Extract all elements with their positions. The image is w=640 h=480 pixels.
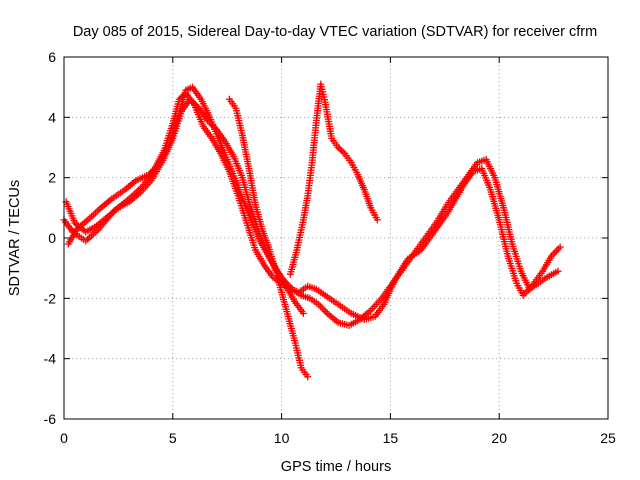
data-point — [339, 148, 347, 156]
y-tick-label: -4 — [44, 351, 57, 367]
series-track-4 — [225, 95, 312, 381]
y-tick-label: -2 — [44, 290, 57, 306]
y-tick-label: 0 — [48, 230, 56, 246]
plot-frame — [63, 56, 609, 420]
axis-ticks: 0 5 10 15 20 25 -6 -4 -2 0 2 4 6 — [44, 49, 616, 446]
grid — [64, 57, 608, 419]
x-tick-label: 10 — [274, 430, 290, 446]
x-tick-label: 5 — [169, 430, 177, 446]
data-point — [554, 267, 562, 275]
data-series — [60, 80, 564, 381]
data-point — [336, 145, 344, 153]
y-axis-label: SDTVAR / TECUs — [7, 180, 23, 296]
x-tick-label: 0 — [60, 430, 68, 446]
y-tick-label: 2 — [48, 170, 56, 186]
series-track-2 — [64, 83, 307, 317]
y-tick-label: -6 — [44, 411, 57, 427]
data-point — [334, 144, 342, 151]
y-tick-label: 4 — [48, 109, 56, 125]
data-point — [304, 373, 312, 381]
x-axis-label: GPS time / hours — [281, 459, 391, 475]
x-tick-label: 15 — [383, 430, 399, 446]
data-point — [373, 216, 381, 224]
x-tick-label: 20 — [491, 430, 507, 446]
series-track-1 — [60, 89, 564, 323]
series-track-3 — [62, 95, 562, 329]
series-track-5 — [286, 80, 381, 278]
data-point — [299, 309, 307, 317]
chart-title: Day 085 of 2015, Sidereal Day-to-day VTE… — [73, 24, 597, 40]
data-point — [556, 243, 564, 251]
y-tick-label: 6 — [48, 49, 56, 65]
x-tick-label: 25 — [600, 430, 616, 446]
data-point — [337, 147, 345, 155]
